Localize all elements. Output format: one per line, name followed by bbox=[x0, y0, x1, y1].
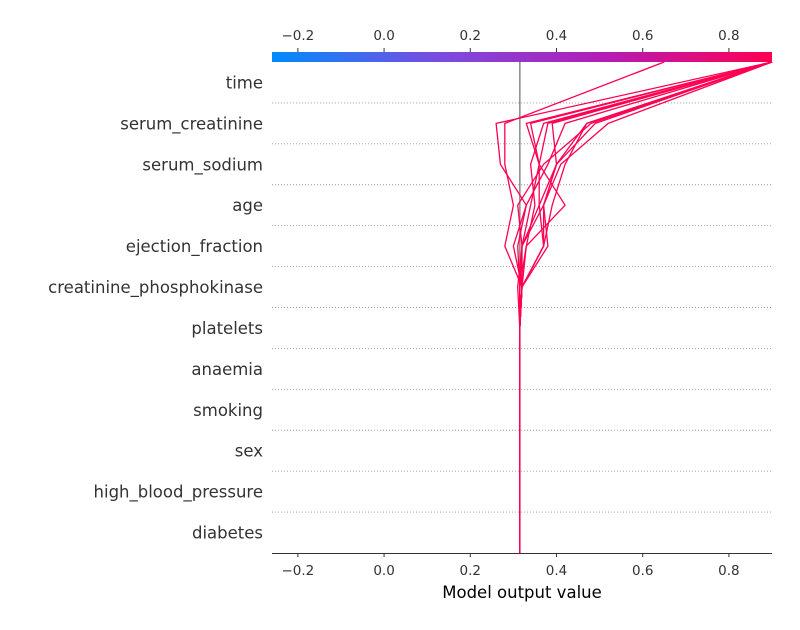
bottom-tick-label: 0.4 bbox=[546, 563, 567, 579]
feature-label-platelets: platelets bbox=[191, 319, 263, 338]
feature-label-smoking: smoking bbox=[193, 401, 263, 420]
bottom-tick-label: 0.6 bbox=[632, 563, 653, 579]
feature-label-high-blood-pressure: high_blood_pressure bbox=[94, 483, 263, 503]
decision-lines bbox=[495, 61, 773, 553]
top-tick-label: 0.2 bbox=[460, 28, 481, 44]
top-tick-label: 0.0 bbox=[373, 28, 394, 44]
feature-label-ejection-fraction: ejection_fraction bbox=[126, 237, 263, 257]
decision-line bbox=[519, 61, 773, 553]
bottom-tick-label: 0.8 bbox=[718, 563, 739, 579]
bottom-axis: −0.2 0.0 0.2 0.4 0.6 0.8 bbox=[281, 553, 740, 579]
x-axis-title: Model output value bbox=[442, 583, 602, 602]
feature-label-diabetes: diabetes bbox=[192, 524, 263, 543]
feature-label-age: age bbox=[232, 196, 263, 215]
feature-label-time: time bbox=[226, 73, 263, 92]
bottom-tick-label: 0.2 bbox=[460, 563, 481, 579]
top-tick-label: 0.8 bbox=[718, 28, 739, 44]
decision-line bbox=[495, 61, 773, 553]
top-axis: −0.2 0.0 0.2 0.4 0.6 0.8 bbox=[281, 28, 740, 52]
feature-label-anaemia: anaemia bbox=[191, 360, 263, 379]
colorbar bbox=[272, 52, 772, 62]
bottom-tick-label: −0.2 bbox=[281, 563, 314, 579]
feature-label-serum-creatinine: serum_creatinine bbox=[120, 114, 263, 134]
top-tick-label: 0.4 bbox=[546, 28, 567, 44]
feature-gridlines bbox=[272, 102, 772, 513]
top-tick-label: 0.6 bbox=[632, 28, 653, 44]
feature-label-serum-sodium: serum_sodium bbox=[142, 155, 263, 175]
bottom-tick-label: 0.0 bbox=[373, 563, 394, 579]
top-tick-label: −0.2 bbox=[281, 28, 314, 44]
feature-label-creatinine-phosphokinase: creatinine_phosphokinase bbox=[48, 278, 263, 298]
feature-label-sex: sex bbox=[235, 442, 263, 461]
